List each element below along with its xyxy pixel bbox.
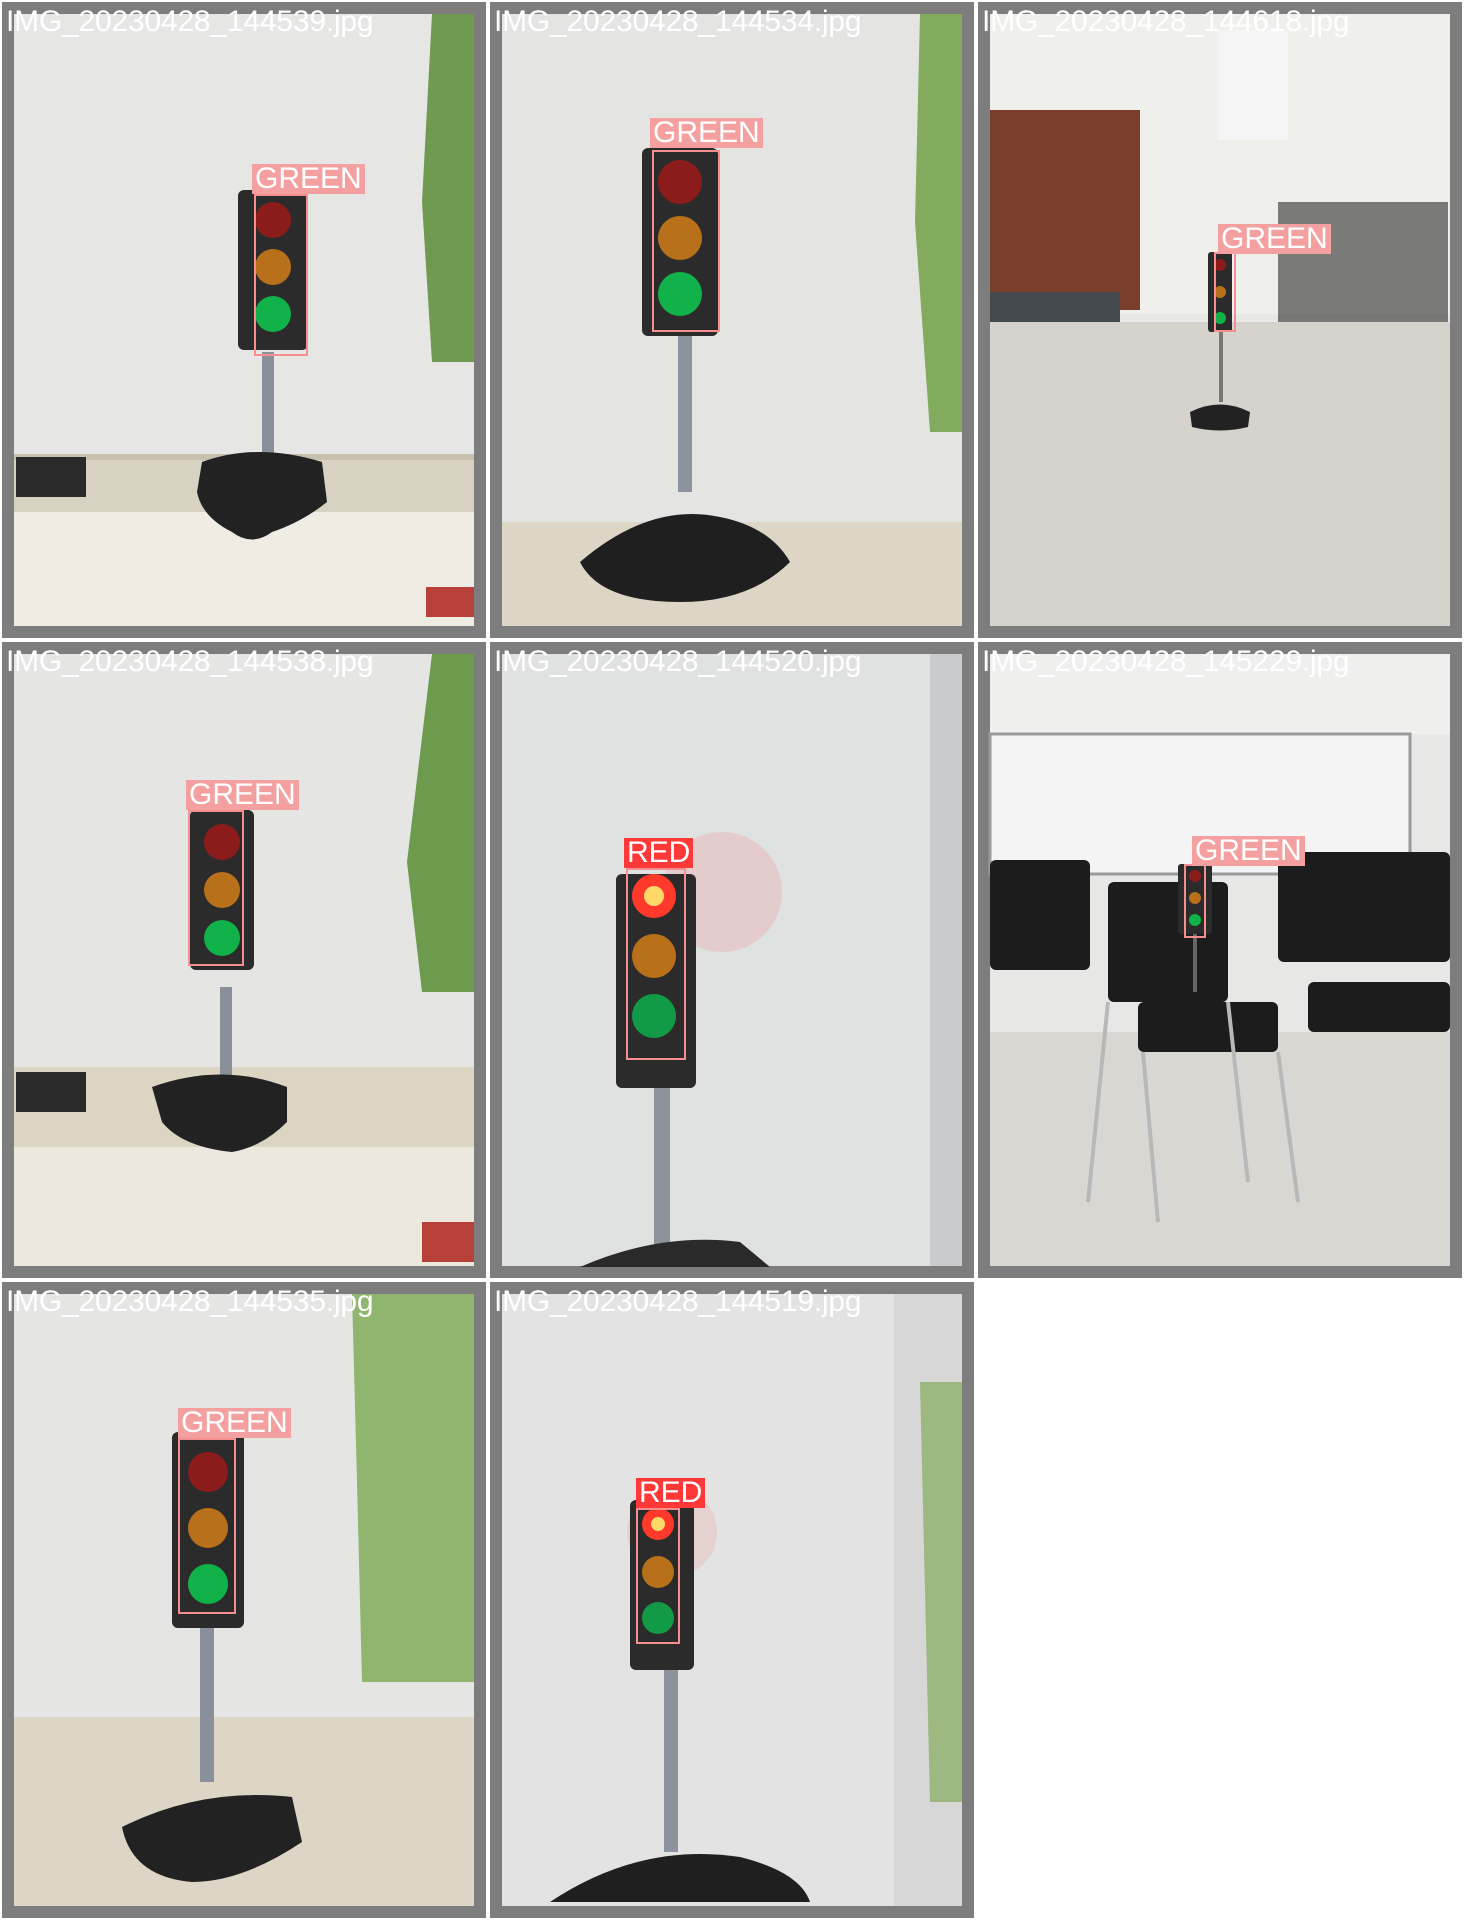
detection-box (636, 1508, 680, 1644)
detection-label: RED (636, 1478, 706, 1508)
image-tile[interactable]: GREEN IMG_20230428_145229.jpg (976, 640, 1464, 1280)
image-filename: IMG_20230428_144618.jpg (982, 5, 1350, 38)
image-tile[interactable]: GREEN IMG_20230428_144618.jpg (976, 0, 1464, 640)
detection-label: GREEN (252, 164, 365, 194)
detection-box (188, 810, 244, 966)
image-tile[interactable]: GREEN IMG_20230428_144535.jpg (0, 1280, 488, 1920)
photo-traffic-light-wall (490, 1282, 974, 1918)
photo-traffic-light-wall (490, 642, 974, 1278)
detection-label: GREEN (186, 780, 299, 810)
detection-box (178, 1438, 236, 1614)
image-tile[interactable]: GREEN IMG_20230428_144538.jpg (0, 640, 488, 1280)
detection-box (254, 194, 308, 356)
image-tile[interactable]: GREEN IMG_20230428_144534.jpg (488, 0, 976, 640)
photo-traffic-light-chairs (978, 642, 1462, 1278)
photo-traffic-light-wall (2, 2, 486, 638)
image-tile[interactable]: RED IMG_20230428_144520.jpg (488, 640, 976, 1280)
image-filename: IMG_20230428_144535.jpg (6, 1285, 374, 1318)
detection-label: GREEN (650, 118, 763, 148)
image-filename: IMG_20230428_144538.jpg (6, 645, 374, 678)
detection-box (652, 150, 720, 332)
detection-label: RED (624, 838, 694, 868)
detection-box (1214, 252, 1236, 332)
photo-traffic-light-wall (490, 2, 974, 638)
detection-box (1184, 864, 1206, 938)
image-filename: IMG_20230428_144539.jpg (6, 5, 374, 38)
photo-traffic-light-room (978, 2, 1462, 638)
detection-label: GREEN (1192, 836, 1305, 866)
image-filename: IMG_20230428_144520.jpg (494, 645, 862, 678)
photo-traffic-light-wall (2, 642, 486, 1278)
image-filename: IMG_20230428_144534.jpg (494, 5, 862, 38)
detection-label: GREEN (1218, 224, 1331, 254)
image-filename: IMG_20230428_145229.jpg (982, 645, 1350, 678)
image-tile[interactable]: GREEN IMG_20230428_144539.jpg (0, 0, 488, 640)
photo-traffic-light-wall (2, 1282, 486, 1918)
image-tile[interactable]: RED IMG_20230428_144519.jpg (488, 1280, 976, 1920)
detection-label: GREEN (178, 1408, 291, 1438)
detection-box (626, 868, 686, 1060)
image-filename: IMG_20230428_144519.jpg (494, 1285, 862, 1318)
